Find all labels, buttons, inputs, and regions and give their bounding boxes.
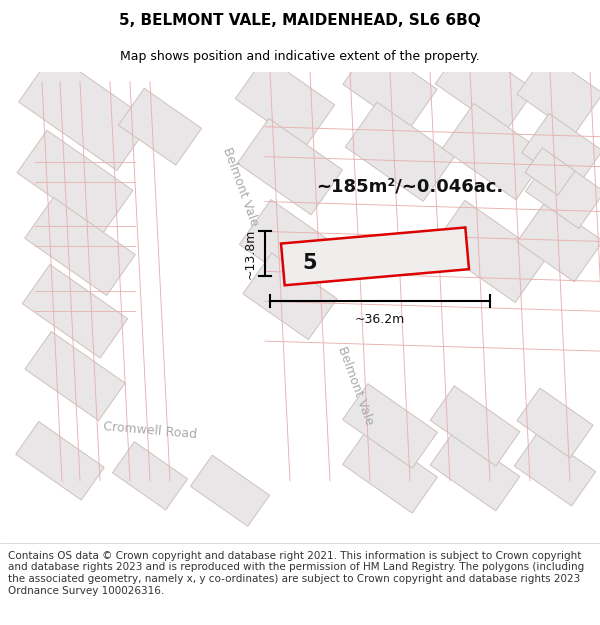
Polygon shape <box>112 442 188 510</box>
Polygon shape <box>514 432 596 506</box>
Polygon shape <box>19 53 151 171</box>
Polygon shape <box>430 431 520 511</box>
Polygon shape <box>343 429 437 513</box>
Polygon shape <box>17 130 133 233</box>
Polygon shape <box>16 422 104 500</box>
Polygon shape <box>435 41 535 132</box>
Polygon shape <box>442 104 548 200</box>
Polygon shape <box>22 264 128 358</box>
Polygon shape <box>526 154 600 229</box>
Polygon shape <box>517 53 600 134</box>
Polygon shape <box>0 395 501 467</box>
Polygon shape <box>25 331 125 421</box>
Text: ~185m²/~0.046ac.: ~185m²/~0.046ac. <box>316 177 503 196</box>
Text: ~36.2m: ~36.2m <box>355 313 405 326</box>
Polygon shape <box>525 148 575 195</box>
Text: Map shows position and indicative extent of the property.: Map shows position and indicative extent… <box>120 49 480 62</box>
Polygon shape <box>118 88 202 165</box>
Polygon shape <box>190 455 269 526</box>
Polygon shape <box>521 114 600 190</box>
Text: 5: 5 <box>302 253 317 273</box>
Polygon shape <box>430 386 520 466</box>
Polygon shape <box>311 71 384 542</box>
Polygon shape <box>25 198 135 296</box>
Polygon shape <box>343 384 437 468</box>
Polygon shape <box>517 388 593 458</box>
Text: Cromwell Road: Cromwell Road <box>103 421 197 441</box>
Polygon shape <box>238 118 343 215</box>
Polygon shape <box>281 228 469 285</box>
Polygon shape <box>343 44 437 130</box>
Text: Belmont Vale: Belmont Vale <box>220 146 260 228</box>
Text: 5, BELMONT VALE, MAIDENHEAD, SL6 6BQ: 5, BELMONT VALE, MAIDENHEAD, SL6 6BQ <box>119 12 481 28</box>
Polygon shape <box>239 199 341 293</box>
Polygon shape <box>243 253 337 339</box>
Polygon shape <box>235 56 335 148</box>
Polygon shape <box>346 102 455 201</box>
Polygon shape <box>433 201 547 302</box>
Polygon shape <box>517 201 600 282</box>
Text: ~13.8m: ~13.8m <box>244 229 257 279</box>
Text: Belmont Vale: Belmont Vale <box>335 345 375 428</box>
Polygon shape <box>201 71 274 542</box>
Text: Contains OS data © Crown copyright and database right 2021. This information is : Contains OS data © Crown copyright and d… <box>8 551 584 596</box>
